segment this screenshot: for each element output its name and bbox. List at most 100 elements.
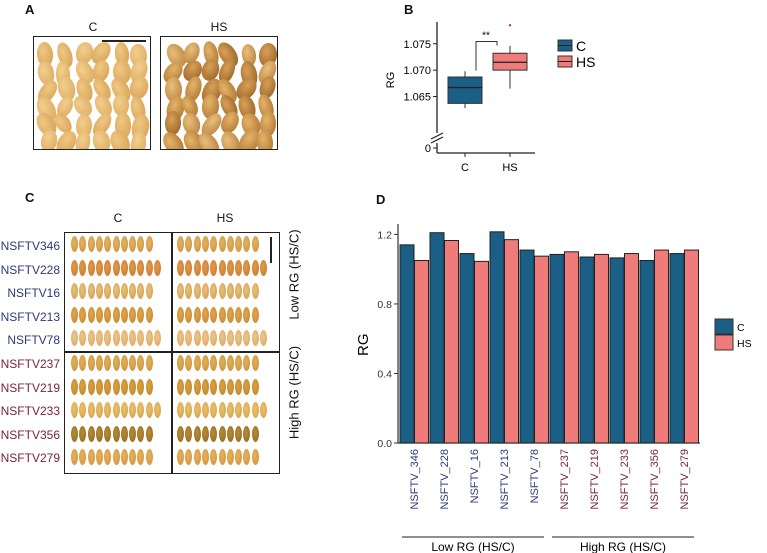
grain [71, 402, 78, 419]
row-label: NSFTV219 [0, 380, 60, 395]
grain [120, 425, 128, 442]
grain [129, 306, 137, 323]
y-axis-label: RG [385, 72, 397, 89]
grain [112, 283, 120, 300]
grain [193, 306, 201, 323]
grain [226, 259, 234, 276]
legend-swatch-C [714, 318, 734, 335]
grain [251, 236, 259, 252]
grain [79, 402, 87, 419]
legend-label-C: C [576, 38, 586, 54]
grain [129, 330, 137, 347]
grain [71, 378, 78, 395]
grain [235, 378, 243, 395]
grain [95, 402, 103, 419]
grain [251, 449, 259, 466]
grain [79, 236, 87, 252]
grain [260, 259, 267, 276]
grain [201, 330, 209, 347]
grain [104, 330, 112, 347]
grain [79, 449, 87, 466]
grain [226, 378, 234, 395]
grain [201, 306, 209, 323]
grain [145, 425, 153, 442]
grain [154, 402, 161, 419]
bar-C [579, 256, 595, 444]
grain [87, 259, 95, 276]
bar-C [549, 253, 565, 444]
grain [210, 330, 218, 347]
grain [87, 378, 95, 395]
y-tick-label: 1.2 [377, 229, 392, 241]
grain [235, 355, 243, 371]
grain [251, 402, 259, 419]
grain [104, 306, 112, 323]
panel-c-header-hs: HS [216, 211, 234, 225]
y-tick-label: 1.075 [403, 39, 431, 51]
grain [95, 449, 103, 466]
grain [251, 355, 259, 371]
grain [193, 378, 201, 395]
grain [251, 378, 259, 395]
grain [137, 378, 145, 395]
grain [137, 283, 145, 300]
grain [218, 449, 226, 466]
bar-HS [504, 239, 519, 444]
grain [145, 236, 153, 252]
grain [218, 283, 226, 300]
group-label-low: Low RG (HS/C) [286, 229, 302, 320]
legend-label-HS: HS [737, 338, 752, 350]
grain [79, 378, 87, 395]
grain [177, 283, 184, 300]
grain [112, 330, 120, 347]
grain [129, 259, 137, 276]
grain [79, 283, 87, 300]
grain [104, 449, 112, 466]
grain [87, 306, 95, 323]
grain [129, 236, 137, 252]
grain [251, 330, 259, 347]
y-tick-label: 0.4 [377, 368, 392, 380]
grain [260, 330, 267, 347]
grain [145, 378, 153, 395]
grain [71, 306, 78, 323]
x-tick-label: NSFTV_213 [499, 449, 511, 510]
grain [185, 306, 193, 323]
grain [120, 306, 128, 323]
grain [185, 236, 193, 252]
grain [201, 425, 209, 442]
column-divider [171, 233, 173, 473]
grain [201, 259, 209, 276]
grain [218, 330, 226, 347]
grain [177, 236, 184, 252]
grain [193, 283, 201, 300]
grain [218, 355, 226, 371]
grain [201, 283, 209, 300]
grain [226, 330, 234, 347]
grain [129, 378, 137, 395]
grain [95, 259, 103, 276]
grain [71, 330, 78, 347]
grain [137, 402, 145, 419]
grain [201, 449, 209, 466]
grain [177, 402, 184, 419]
grain [79, 330, 87, 347]
bar-C [669, 253, 685, 444]
grain [235, 330, 243, 347]
x-tick-label: NSFTV_228 [439, 449, 451, 510]
panel-label-c: C [25, 190, 35, 205]
grain [120, 449, 128, 466]
grain [210, 283, 218, 300]
x-tick-label: NSFTV_16 [469, 449, 481, 503]
grain [251, 283, 259, 300]
x-tick-label: NSFTV_233 [619, 449, 631, 510]
grain [243, 449, 251, 466]
grain [104, 259, 112, 276]
outlier-point [508, 24, 512, 27]
grain [243, 402, 251, 419]
grain [145, 449, 153, 466]
grain [177, 425, 184, 442]
grain [95, 378, 103, 395]
grain [79, 259, 87, 276]
